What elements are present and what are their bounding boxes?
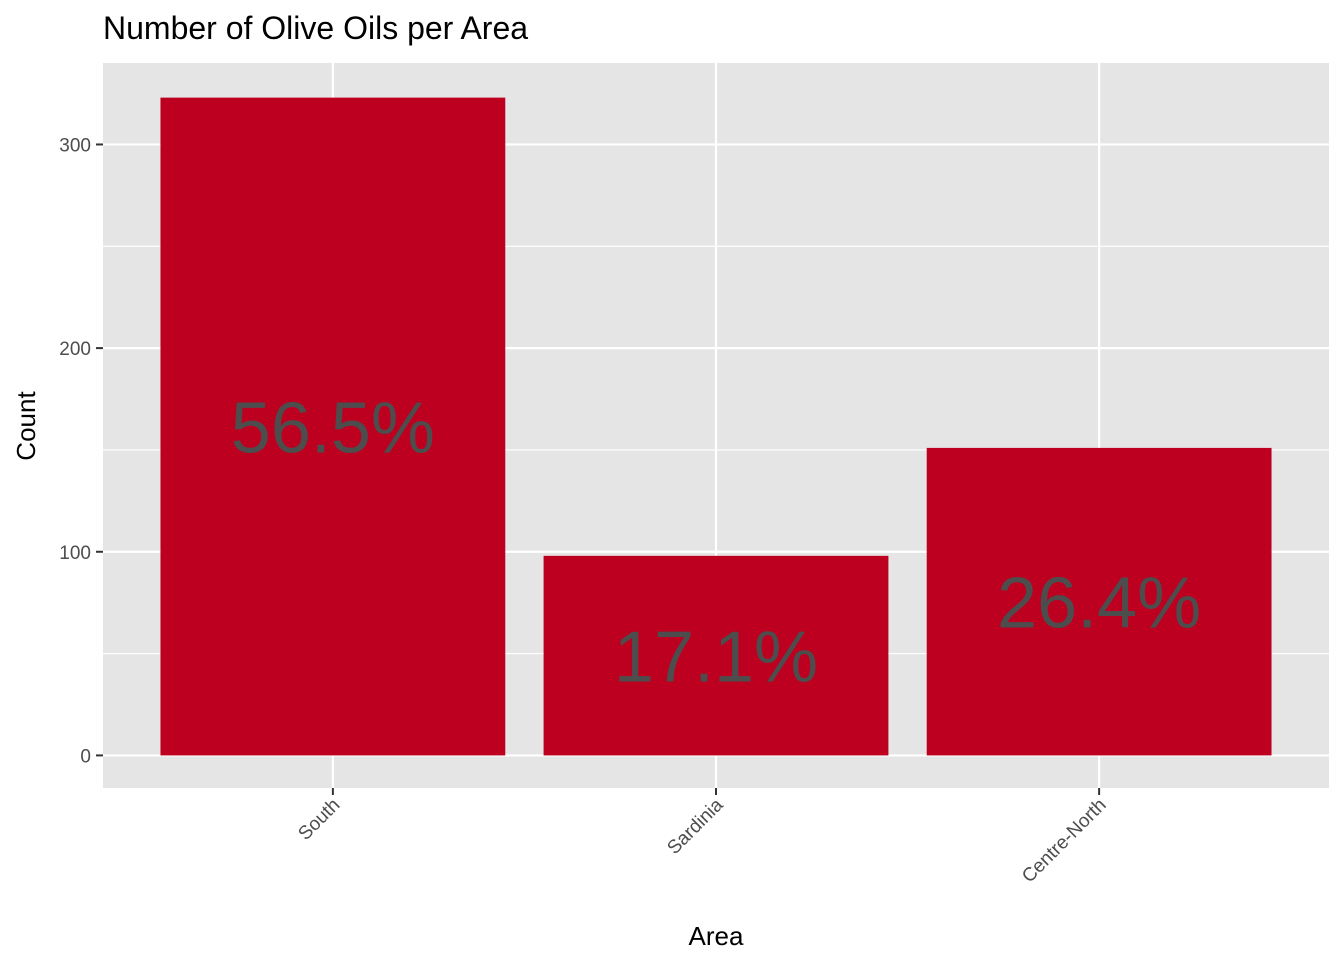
- x-axis-title: Area: [689, 921, 744, 951]
- y-tick-label: 200: [59, 339, 91, 360]
- x-tick-label: South: [294, 795, 344, 845]
- bar-data-label: 26.4%: [997, 564, 1201, 644]
- bar-centre-north: [926, 447, 1272, 756]
- y-axis-title: Count: [11, 391, 41, 461]
- y-tick-label: 300: [59, 135, 91, 156]
- y-tick-label: 0: [80, 746, 91, 767]
- bar-label-layer: 56.5% 17.1% 26.4%: [231, 389, 1201, 698]
- y-axis: 0 100 200 300: [59, 135, 103, 767]
- x-tick-label: Sardinia: [663, 794, 727, 858]
- bar-data-label: 17.1%: [614, 618, 818, 698]
- bar-layer: [160, 97, 1272, 756]
- x-axis: South Sardinia Centre-North: [294, 788, 1111, 888]
- bar-data-label: 56.5%: [231, 389, 435, 469]
- bar-sardinia: [543, 555, 889, 756]
- chart-title: Number of Olive Oils per Area: [103, 10, 528, 46]
- bar-south: [160, 97, 506, 756]
- y-tick-label: 100: [59, 543, 91, 564]
- x-tick-label: Centre-North: [1018, 795, 1111, 888]
